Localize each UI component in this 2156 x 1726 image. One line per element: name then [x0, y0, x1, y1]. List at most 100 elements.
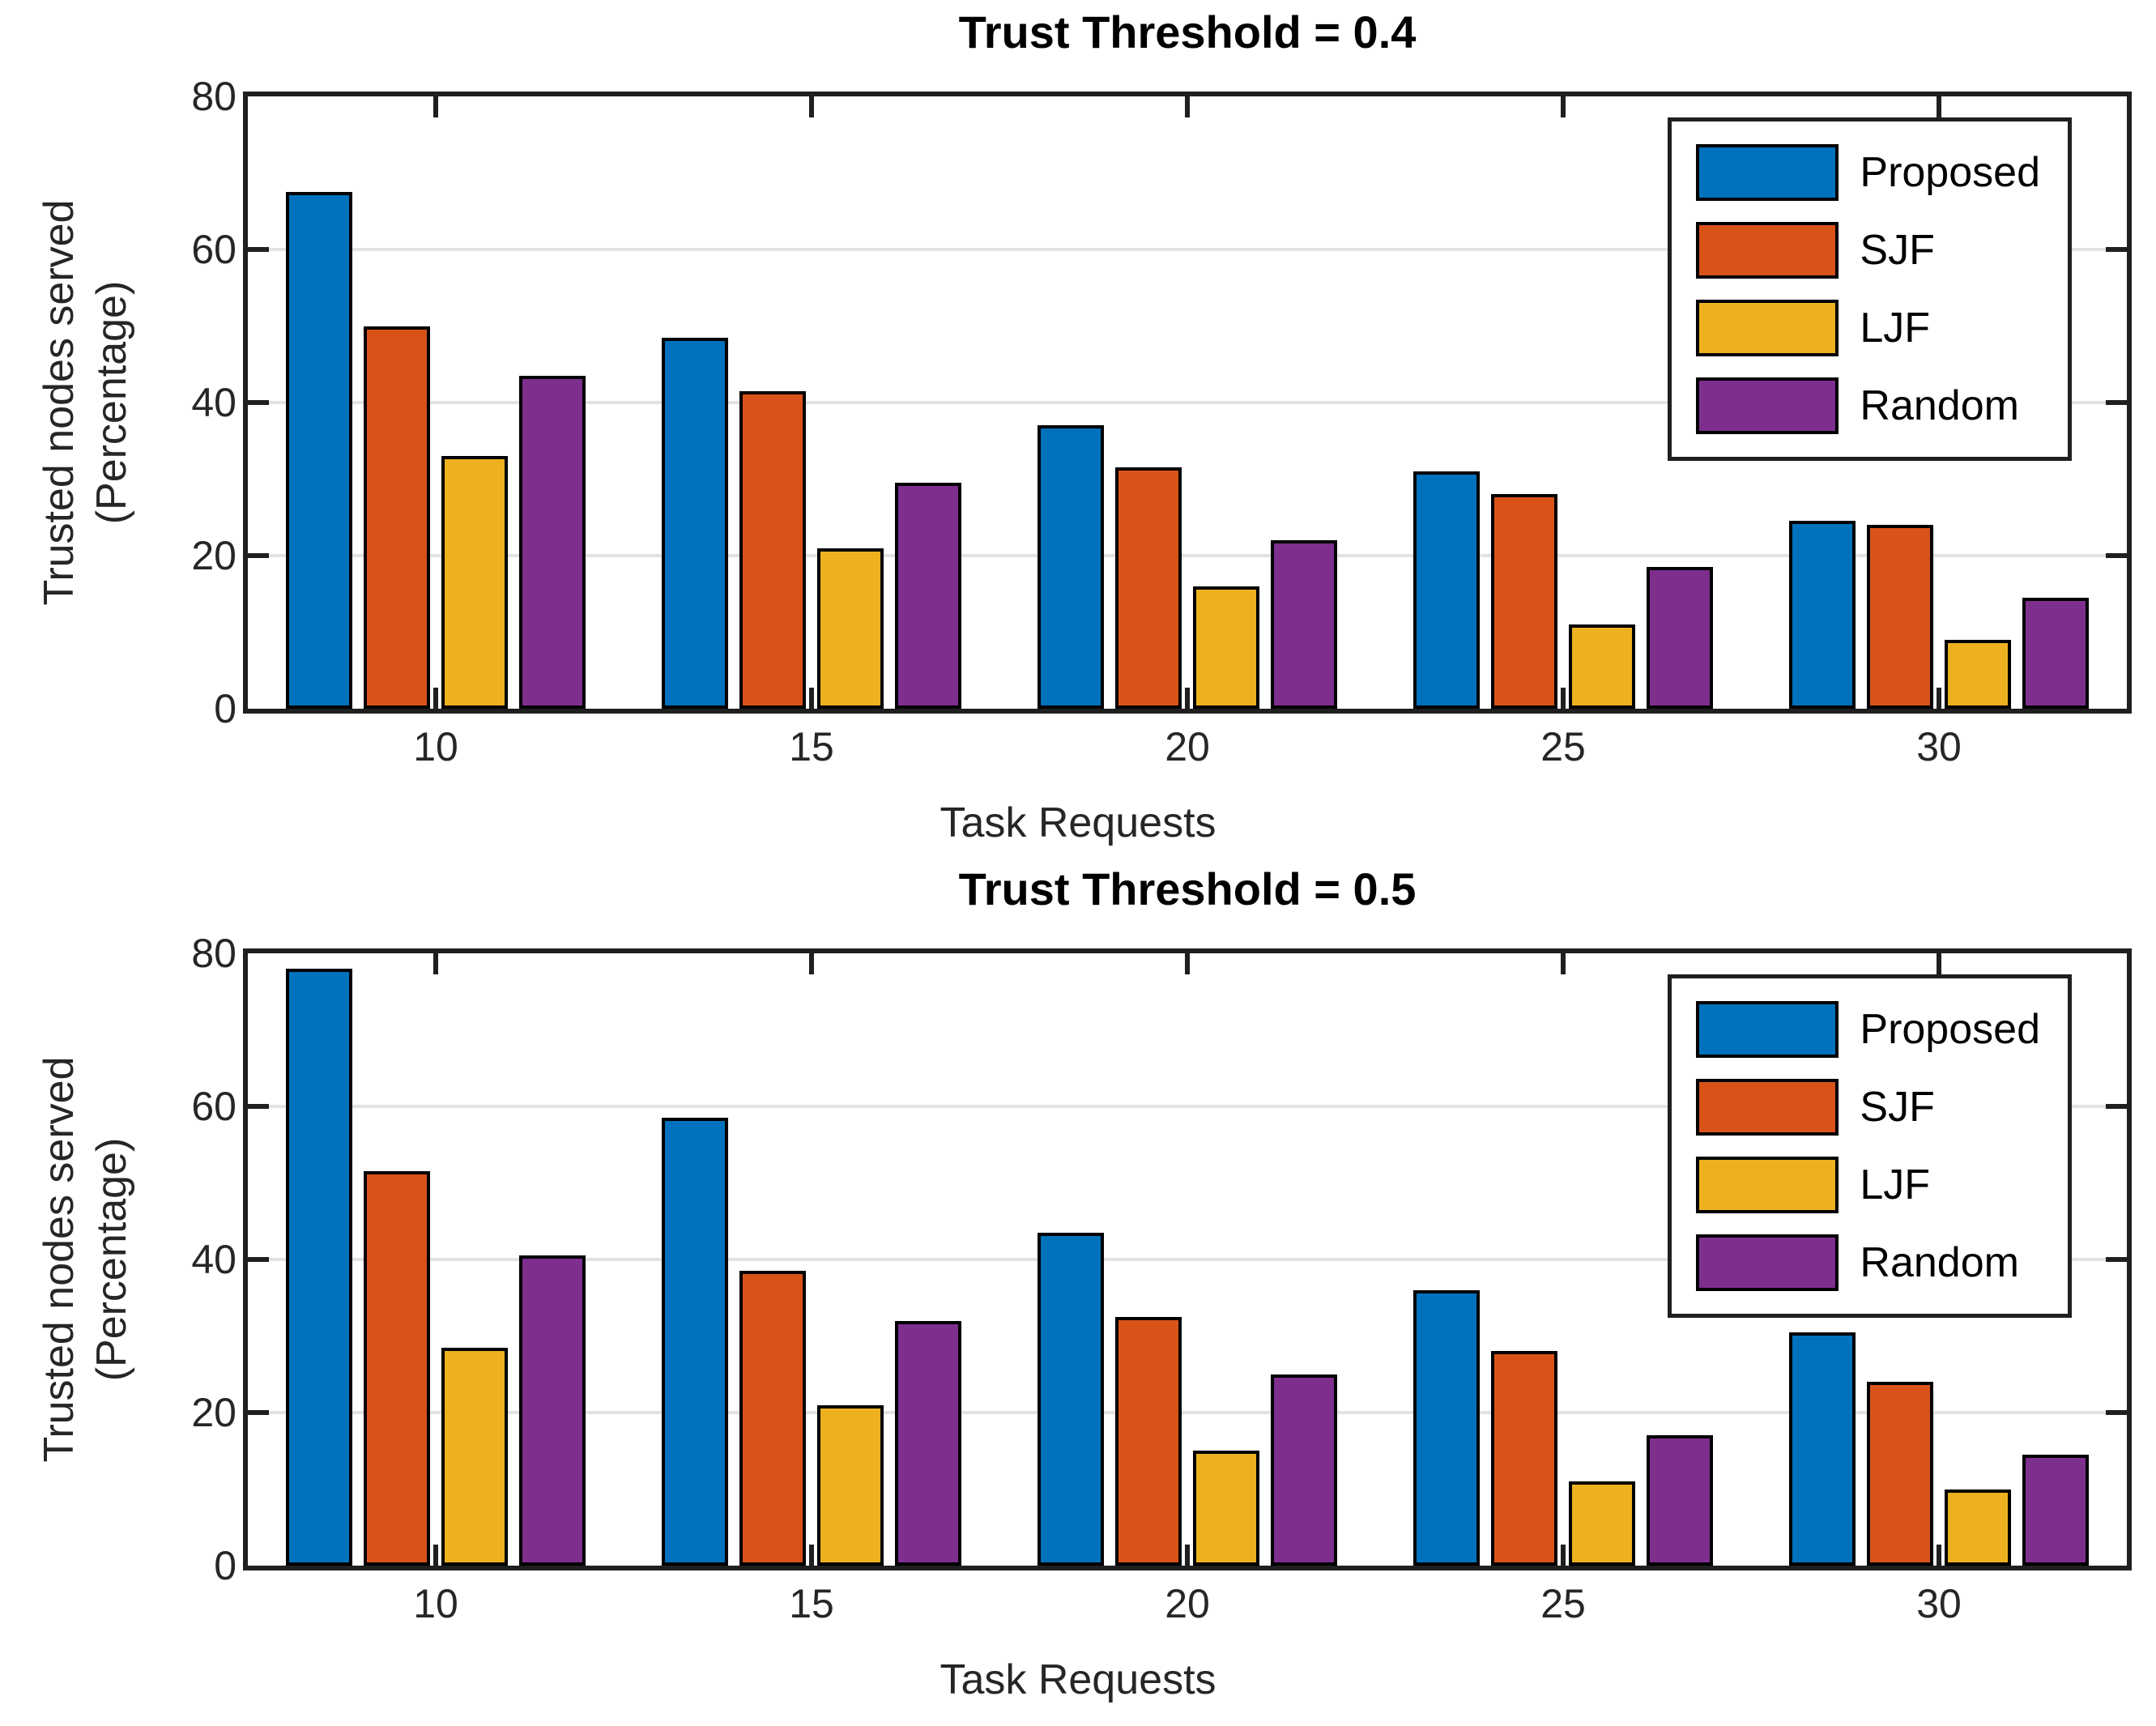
legend-label-random: Random [1860, 1239, 2019, 1286]
x-tick-mark [1561, 1545, 1566, 1566]
x-tick-label-20: 20 [1165, 724, 1210, 769]
legend-label-ljf: LJF [1860, 1161, 1931, 1208]
bar-sjf-x15 [739, 1271, 806, 1566]
y-axis-label: Trusted nodes served (Percentage) [33, 199, 138, 605]
chart-title: Trust Threshold = 0.5 [958, 863, 1417, 914]
y-tick-label-0: 0 [214, 686, 236, 731]
gridline-y-20 [248, 554, 2127, 557]
bar-proposed-x10 [286, 968, 352, 1566]
subplot-threshold-05: Trust Threshold = 0.5 Trusted nodes serv… [0, 857, 2156, 1715]
legend-entry-random: Random [1696, 1234, 2040, 1291]
bar-ljf-x20 [1193, 586, 1259, 709]
bar-ljf-x30 [1945, 639, 2011, 709]
legend-entry-random: Random [1696, 377, 2040, 434]
bar-proposed-x20 [1038, 425, 1104, 709]
bar-random-x30 [2022, 1454, 2089, 1566]
bar-random-x20 [1271, 540, 1337, 709]
bar-ljf-x15 [817, 1404, 884, 1566]
legend-entry-ljf: LJF [1696, 1157, 2040, 1213]
x-tick-label-25: 25 [1540, 1581, 1586, 1626]
gridline-y-20 [248, 1411, 2127, 1414]
bar-ljf-x30 [1945, 1489, 2011, 1566]
bar-random-x25 [1647, 567, 1713, 709]
x-tick-label-30: 30 [1916, 1581, 1962, 1626]
x-tick-mark [1185, 96, 1190, 117]
y-tick-label-20: 20 [191, 1390, 236, 1435]
legend: Proposed SJF LJF Random [1668, 117, 2072, 461]
y-axis-label-line1: Trusted nodes served [36, 1056, 83, 1463]
bar-random-x20 [1271, 1374, 1337, 1566]
y-tick-label-40: 40 [191, 1237, 236, 1282]
x-tick-mark [1561, 688, 1566, 709]
y-axis-label-line1: Trusted nodes served [36, 199, 83, 606]
legend-label-sjf: SJF [1860, 1084, 1935, 1131]
plot-area: 80 60 40 20 0 10 15 20 25 30 Proposed SJF LJF Random [191, 76, 2132, 767]
legend-swatch-sjf [1696, 222, 1839, 279]
legend-swatch-random [1696, 377, 1839, 434]
x-tick-label-10: 10 [413, 724, 458, 769]
legend-label-sjf: SJF [1860, 227, 1935, 274]
bar-ljf-x20 [1193, 1451, 1259, 1566]
bar-sjf-x15 [739, 390, 806, 709]
x-tick-label-10: 10 [413, 1581, 458, 1626]
y-tick-label-20: 20 [191, 533, 236, 578]
y-tick-label-0: 0 [214, 1543, 236, 1588]
bar-ljf-x25 [1569, 1481, 1635, 1566]
x-tick-mark [809, 688, 814, 709]
subplot-threshold-04: Trust Threshold = 0.4 Trusted nodes serv… [0, 0, 2156, 859]
y-tick-mark [2106, 247, 2127, 252]
legend-swatch-proposed [1696, 144, 1839, 201]
x-tick-mark [433, 688, 438, 709]
bar-proposed-x20 [1038, 1232, 1104, 1566]
legend-entry-ljf: LJF [1696, 300, 2040, 356]
bar-random-x30 [2022, 597, 2089, 709]
bar-proposed-x15 [662, 1118, 728, 1566]
bar-proposed-x30 [1789, 521, 1856, 709]
y-tick-label-60: 60 [191, 1084, 236, 1129]
legend-swatch-ljf [1696, 300, 1839, 356]
bar-proposed-x30 [1789, 1332, 1856, 1566]
bar-random-x10 [519, 1255, 586, 1566]
x-tick-mark [809, 953, 814, 974]
y-tick-label-80: 80 [191, 931, 236, 976]
legend-label-proposed: Proposed [1860, 1006, 2040, 1053]
legend-swatch-proposed [1696, 1001, 1839, 1058]
x-tick-mark [1937, 1545, 1941, 1566]
x-tick-mark [1185, 688, 1190, 709]
bar-random-x10 [519, 375, 586, 709]
y-tick-mark [2106, 400, 2127, 405]
bar-ljf-x10 [441, 456, 508, 709]
x-tick-mark [809, 96, 814, 117]
legend-swatch-sjf [1696, 1079, 1839, 1136]
x-tick-label-15: 15 [789, 1581, 834, 1626]
bar-sjf-x30 [1867, 1382, 1933, 1566]
y-tick-mark [2106, 1257, 2127, 1262]
legend-label-proposed: Proposed [1860, 149, 2040, 196]
x-axis-label: Task Requests [940, 799, 1216, 846]
bar-sjf-x10 [364, 326, 430, 709]
bar-proposed-x15 [662, 337, 728, 709]
y-tick-mark [248, 1410, 269, 1415]
gridline-y-60 [248, 1105, 2127, 1108]
bar-sjf-x20 [1115, 1316, 1182, 1566]
y-tick-label-40: 40 [191, 380, 236, 425]
x-tick-mark [809, 1545, 814, 1566]
bar-proposed-x25 [1413, 471, 1480, 709]
x-tick-label-30: 30 [1916, 724, 1962, 769]
x-tick-mark [1185, 953, 1190, 974]
bar-sjf-x10 [364, 1171, 430, 1566]
y-tick-label-60: 60 [191, 227, 236, 272]
x-tick-mark [1937, 688, 1941, 709]
y-axis-label-line2: (Percentage) [88, 280, 135, 525]
bar-proposed-x25 [1413, 1289, 1480, 1566]
legend-entry-sjf: SJF [1696, 222, 2040, 279]
gridline-y-40 [248, 1258, 2127, 1261]
x-tick-mark [433, 953, 438, 974]
gridline-y-40 [248, 401, 2127, 404]
bar-random-x15 [895, 1320, 961, 1566]
x-tick-mark [1561, 953, 1566, 974]
y-tick-mark [248, 400, 269, 405]
y-tick-mark [248, 553, 269, 558]
bar-sjf-x25 [1491, 494, 1557, 709]
gridline-y-60 [248, 248, 2127, 251]
